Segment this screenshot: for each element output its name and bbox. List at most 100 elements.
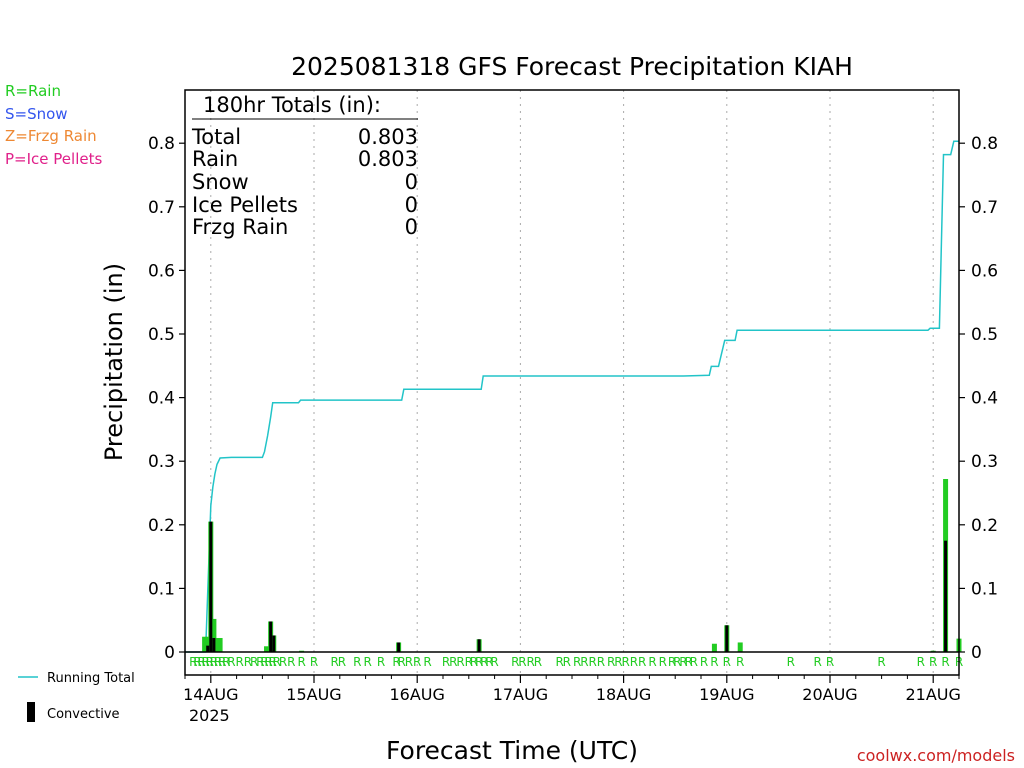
precip-type-marker: R [297, 655, 305, 669]
precip-type-marker: R [690, 655, 698, 669]
watermark: coolwx.com/models [857, 746, 1015, 765]
precip-bar [211, 618, 217, 652]
totals-header: 180hr Totals (in): [203, 93, 381, 117]
convective-swatch [27, 702, 35, 722]
precip-type-marker: R [555, 655, 563, 669]
legend-snow: S=Snow [5, 105, 68, 123]
precip-type-marker: R [490, 655, 498, 669]
precip-type-marker: R [269, 655, 277, 669]
precip-type-marker: R [648, 655, 656, 669]
y-tick-label-right: 0.2 [971, 516, 998, 536]
x-tick-label: 21AUG [905, 685, 960, 704]
precip-type-marker: R [405, 655, 413, 669]
precip-type-marker: R [287, 655, 295, 669]
precip-type-marker: R [527, 655, 535, 669]
precip-type-marker: R [218, 655, 226, 669]
convective-bar [477, 639, 481, 652]
x-tick-label: 20AUG [802, 685, 857, 704]
y-tick-label-left: 0.4 [148, 389, 175, 409]
y-axis-label: Precipitation (in) [100, 263, 128, 461]
convective-bar [206, 645, 210, 652]
bottom-legend: Running Total Convective [18, 671, 135, 722]
y-tick-label-right: 0.4 [971, 389, 998, 409]
precip-type-marker: R [214, 655, 222, 669]
y-tick-label-left: 0 [164, 643, 175, 663]
x-tick-label: 16AUG [389, 685, 444, 704]
precip-type-marker: R [700, 655, 708, 669]
precip-type-marker: R [813, 655, 821, 669]
precip-type-marker: R [485, 655, 493, 669]
totals-ice-pellets-label: Ice Pellets [192, 193, 298, 217]
convective-legend-label: Convective [47, 707, 120, 722]
plot-frame [184, 89, 960, 676]
y-tick-label-right: 0.3 [971, 452, 998, 472]
precip-type-marker: R [597, 655, 605, 669]
precip-type-marker: R [353, 655, 361, 669]
precip-bar [737, 642, 743, 652]
totals-total-label: Total [191, 125, 241, 149]
precip-type-marker: R [475, 655, 483, 669]
precip-type-marker: R [413, 655, 421, 669]
totals-total-value: 0.803 [358, 125, 418, 149]
y-tick-label-right: 0.1 [971, 579, 998, 599]
y-tick-label-right: 0.5 [971, 325, 998, 345]
precip-type-marker: R [236, 655, 244, 669]
precip-type-marker: R [917, 655, 925, 669]
precip-type-marker: R [206, 655, 214, 669]
running-total-line-layer [185, 140, 959, 653]
precip-type-marker: R [573, 655, 581, 669]
precip-type-marker: R [679, 655, 687, 669]
precip-type-marker: R [256, 655, 264, 669]
precip-type-marker: R [244, 655, 252, 669]
axes: 14AUG 15AUG 16AUG 17AUG 18AUG 19AUG 20AUG 21AUG… [148, 134, 998, 704]
chart-title: 2025081318 GFS Forecast Precipitation KI… [291, 52, 853, 81]
precip-type-marker: R [363, 655, 371, 669]
y-tick-label-left: 0.3 [148, 452, 175, 472]
precip-type-marker: R [423, 655, 431, 669]
legend-rain: R=Rain [5, 82, 61, 100]
convective-bar [209, 521, 213, 652]
precip-type-marker: R [465, 655, 473, 669]
precip-type-marker: R [197, 655, 205, 669]
precip-bar [205, 636, 211, 652]
x-axis-label: Forecast Time (UTC) [386, 736, 638, 765]
precip-type-marker: R [630, 655, 638, 669]
y-tick-label-left: 0.6 [148, 261, 175, 281]
y-tick-label-left: 0.7 [148, 198, 175, 218]
legend-frzg-rain: Z=Frzg Rain [5, 127, 97, 145]
precip-type-marker: R [607, 655, 615, 669]
year-label: 2025 [189, 706, 230, 725]
precip-type-marker: R [201, 655, 209, 669]
y-tick-label-right: 0.7 [971, 198, 998, 218]
precip-type-marker: R [723, 655, 731, 669]
totals-box: 180hr Totals (in): Total 0.803 Rain 0.80… [191, 93, 418, 239]
precip-type-marker: R [826, 655, 834, 669]
totals-rain-value: 0.803 [358, 147, 418, 171]
precip-type-marker: R [534, 655, 542, 669]
y-tick-label-right: 0 [971, 643, 982, 663]
grid-lines [210, 90, 934, 675]
precip-bar [217, 638, 223, 652]
precip-bar [264, 646, 270, 652]
precip-type-marker: R [710, 655, 718, 669]
precip-type-marker: R [684, 655, 692, 669]
precip-type-marker: R [614, 655, 622, 669]
precip-bar [214, 638, 220, 652]
precip-type-marker: R [273, 655, 281, 669]
convective-bar [397, 642, 401, 652]
convective-bar [725, 625, 729, 652]
precip-bar [711, 643, 717, 652]
legend-ice-pellets: P=Ice Pellets [5, 150, 102, 168]
convective-bar [269, 621, 273, 652]
precip-type-marker: R [189, 655, 197, 669]
totals-frzg-rain-label: Frzg Rain [192, 215, 288, 239]
totals-ice-pellets-value: 0 [405, 193, 418, 217]
precip-type-marker: R [193, 655, 201, 669]
precip-type-marker: R [338, 655, 346, 669]
precip-type-marker: R [449, 655, 457, 669]
precip-type-marker: R [929, 655, 937, 669]
totals-snow-value: 0 [405, 170, 418, 194]
x-tick-label: 18AUG [596, 685, 651, 704]
running-total-line [185, 140, 959, 653]
